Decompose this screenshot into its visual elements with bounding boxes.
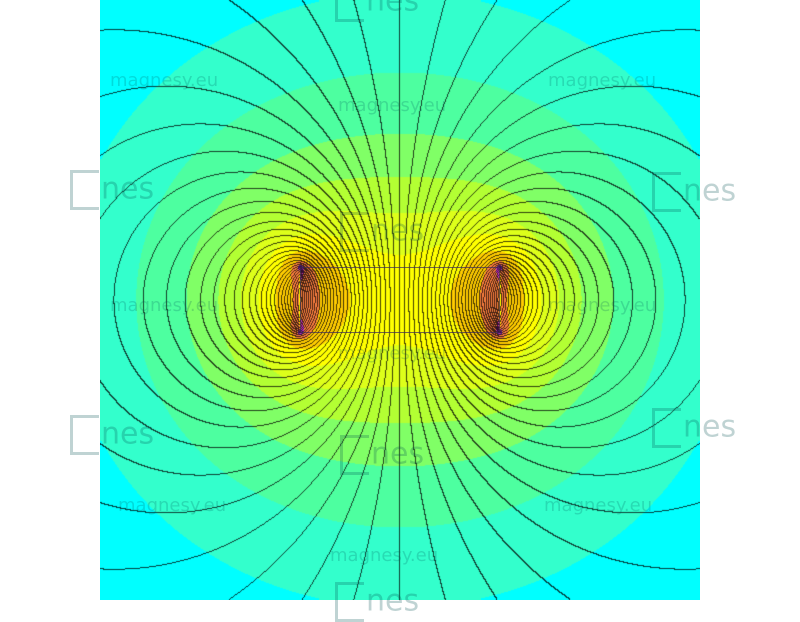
magnet-corner-node (298, 265, 303, 270)
watermark: magnesy.eu (338, 343, 447, 364)
watermark: magnesy.eu (110, 70, 219, 91)
magnet-corner-node (298, 330, 303, 335)
watermark: magnesy.eu (110, 295, 219, 316)
magnet-outline (298, 265, 502, 335)
logo-watermark: nes (335, 582, 419, 622)
watermark: magnesy.eu (118, 495, 227, 516)
watermark: magnesy.eu (544, 495, 653, 516)
magnet-corner-node (497, 330, 502, 335)
logo-watermark: nes (652, 408, 736, 448)
field-map-canvas (100, 0, 700, 600)
logo-watermark: nes (70, 170, 154, 210)
watermark: magnesy.eu (548, 70, 657, 91)
logo-watermark: nes (340, 435, 424, 475)
watermark: magnesy.eu (548, 295, 657, 316)
logo-watermark: nes (70, 415, 154, 455)
logo-watermark: nes (335, 0, 419, 22)
magnetic-field-plot: magnesy.eu magnesy.eu magnesy.eu magnesy… (70, 0, 736, 622)
watermark: magnesy.eu (330, 545, 439, 566)
watermark: magnesy.eu (338, 95, 447, 116)
magnet-corner-node (497, 265, 502, 270)
logo-watermark: nes (652, 172, 736, 212)
logo-watermark: nes (340, 212, 424, 252)
